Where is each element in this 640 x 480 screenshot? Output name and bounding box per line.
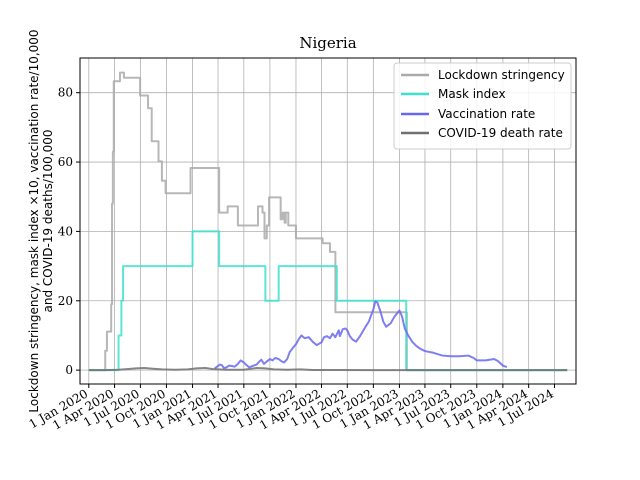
series-layer xyxy=(88,71,568,372)
y-tick-label: 60 xyxy=(58,155,73,169)
legend-label-mask: Mask index xyxy=(438,87,506,101)
y-tick-label: 80 xyxy=(58,86,73,100)
legend-label-vaccination: Vaccination rate xyxy=(438,107,535,121)
series-vaccination-rate xyxy=(214,300,508,370)
legend-label-death-rate: COVID-19 death rate xyxy=(438,126,563,140)
legend-box xyxy=(393,62,572,150)
series-death-rate xyxy=(88,367,568,372)
y-axis-ticks: 0 20 40 60 80 xyxy=(58,86,80,377)
legend-label-lockdown: Lockdown stringency xyxy=(438,68,565,82)
y-axis-label-line2: and COVID-19 deaths/100,000 xyxy=(41,130,55,313)
y-tick-label: 40 xyxy=(58,224,73,238)
y-tick-label: 20 xyxy=(58,294,73,308)
chart-title: Nigeria xyxy=(299,34,356,52)
series-lockdown-stringency xyxy=(88,71,568,372)
y-axis-label-line1: Lockdown stringency, mask index ×10, vac… xyxy=(27,29,41,412)
legend: Lockdown stringency Mask index Vaccinati… xyxy=(393,62,572,150)
y-tick-label: 0 xyxy=(65,363,73,377)
series-mask-index xyxy=(88,230,568,372)
plot-frame xyxy=(79,57,577,385)
y-axis-label: Lockdown stringency, mask index ×10, vac… xyxy=(27,29,55,412)
